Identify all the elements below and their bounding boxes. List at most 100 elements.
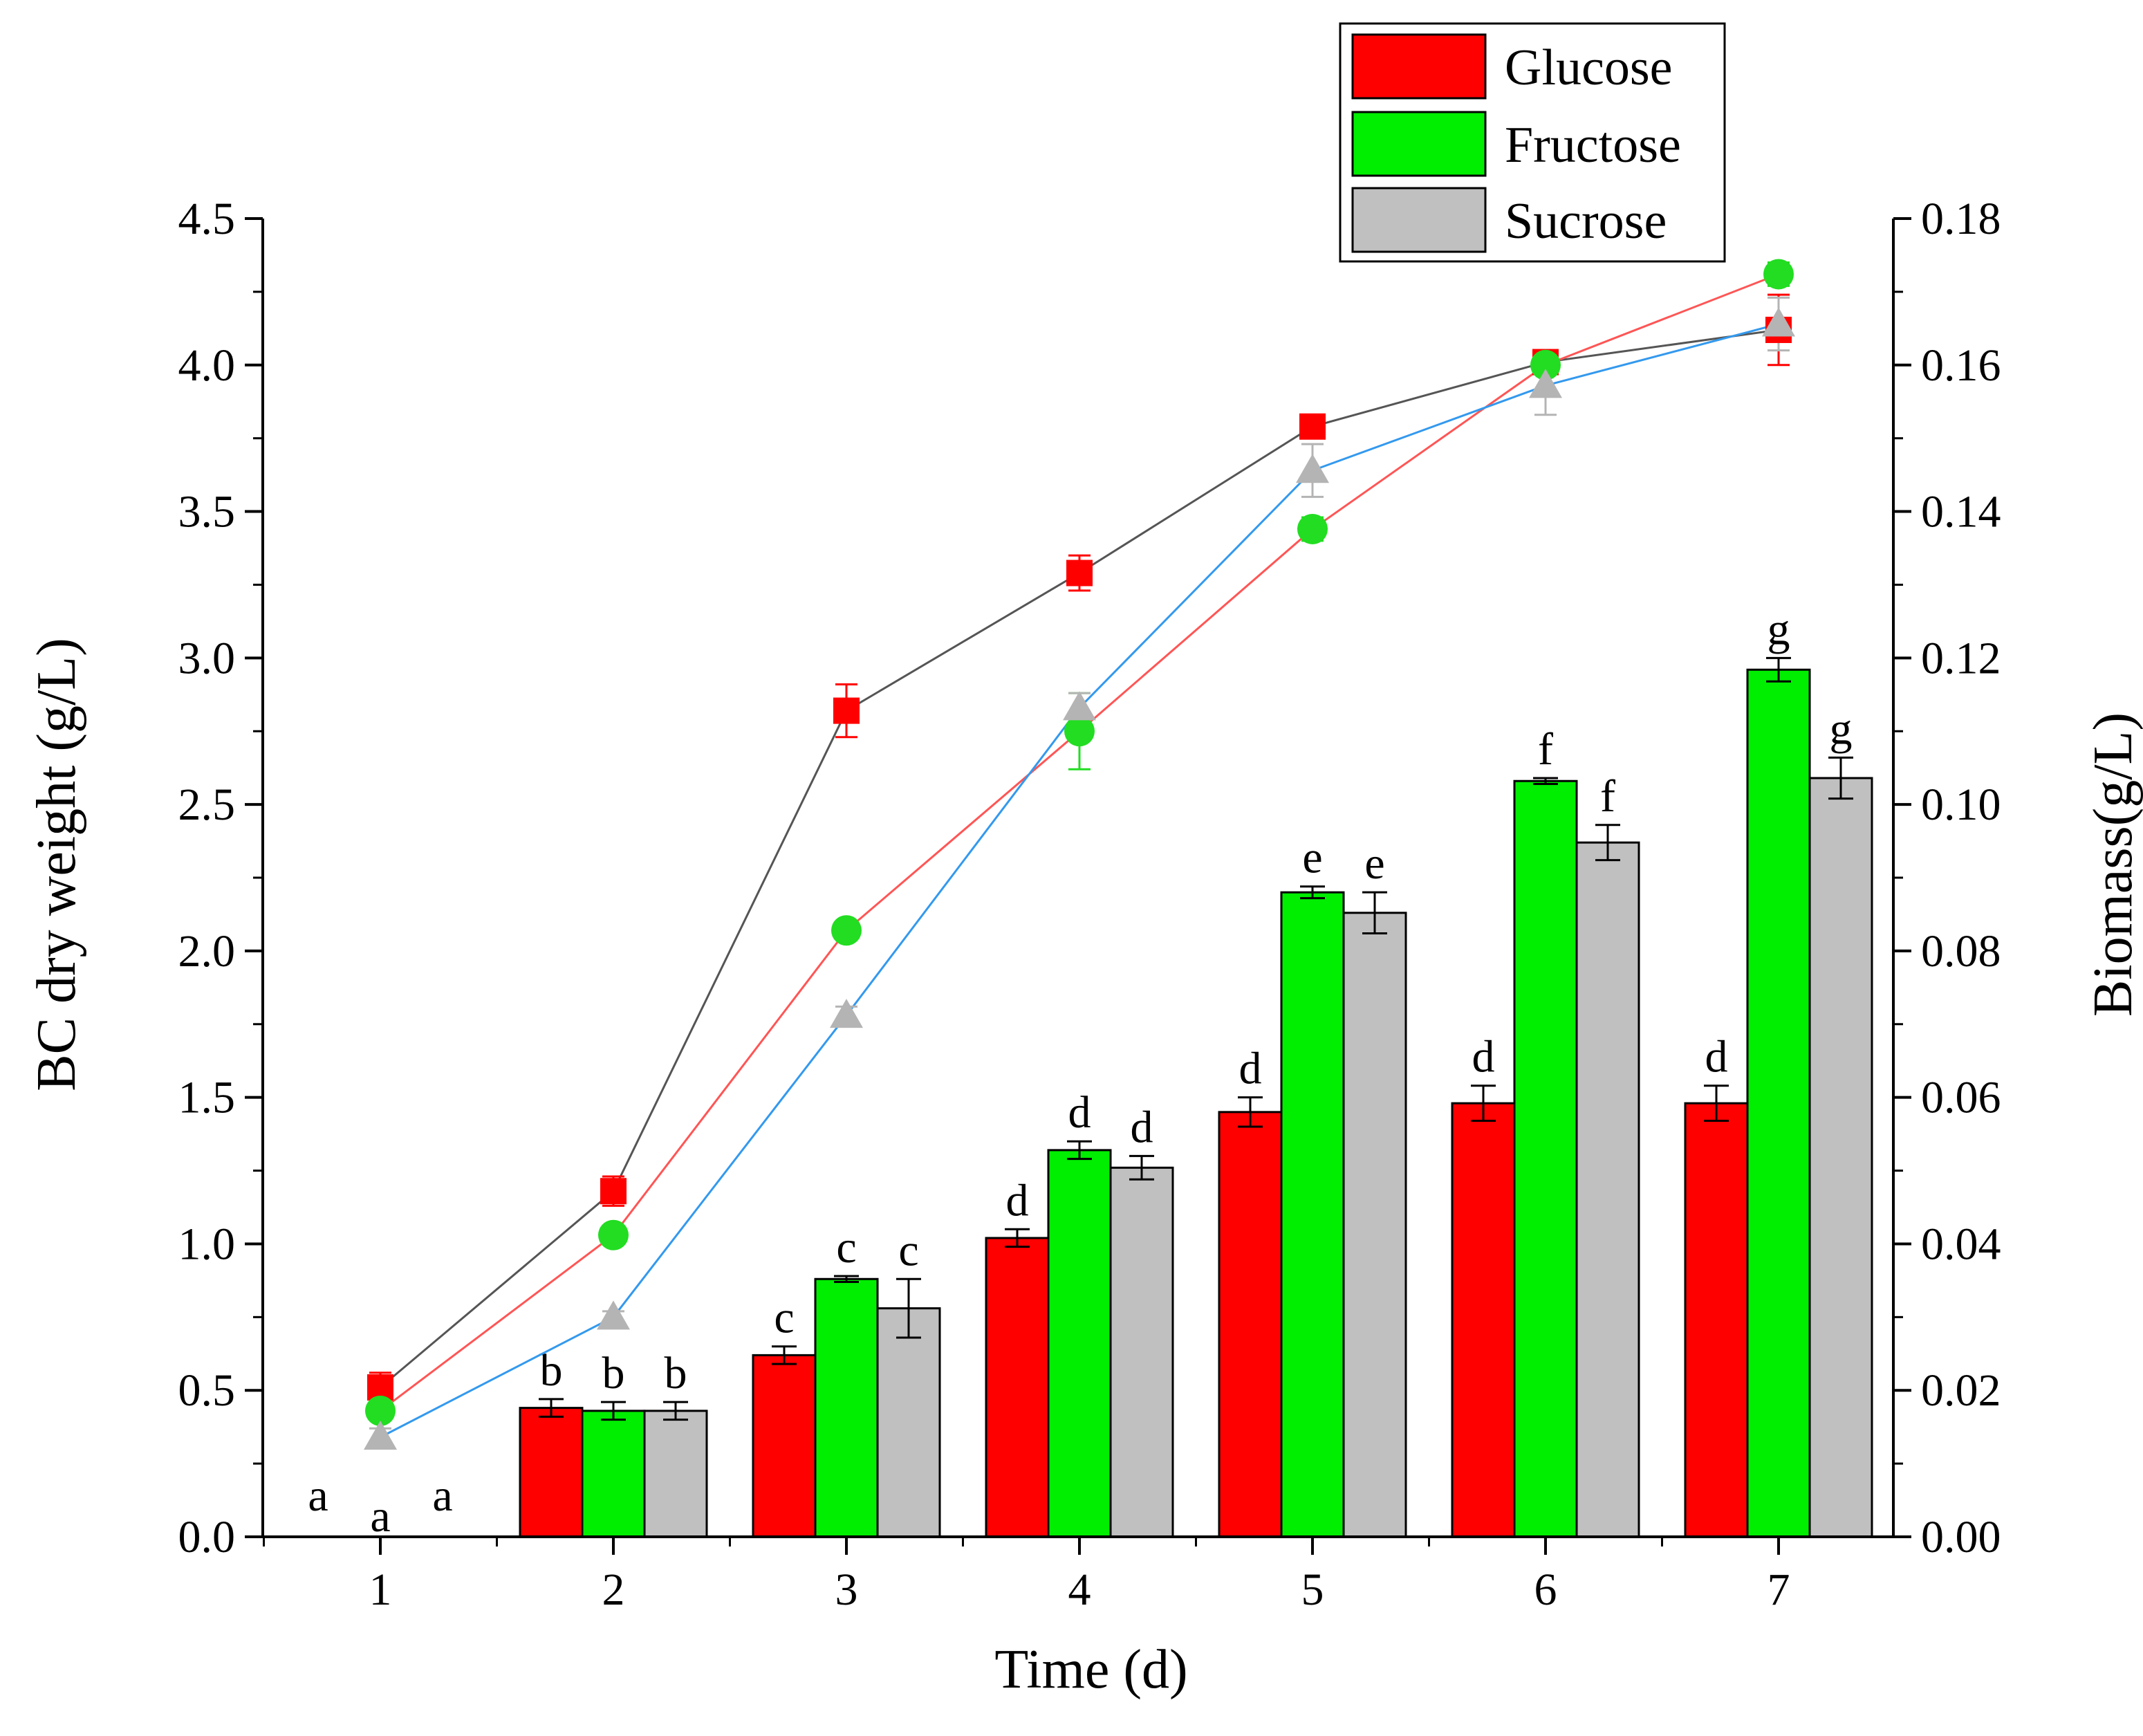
bar-glucose-day-4	[985, 1237, 1050, 1538]
bar-fructose-day-3	[814, 1277, 879, 1538]
bar-sucrose-day-7	[1808, 777, 1873, 1538]
bar-error-fructose-day-2	[601, 1401, 626, 1421]
bar-error-glucose-day-6	[1471, 1084, 1496, 1123]
significance-letter-fructose-day-4: d	[1068, 1087, 1091, 1138]
bar-fructose-day-6	[1513, 779, 1578, 1538]
y-tick-label-right-0.02: 0.02	[1921, 1365, 2001, 1416]
y-tick-label-left-0.5: 0.5	[178, 1365, 236, 1416]
bar-error-glucose-day-7	[1704, 1084, 1729, 1123]
marker-sucrose-day-3	[830, 999, 863, 1028]
x-tick-label-6: 6	[1534, 1564, 1557, 1615]
y-tick-label-right-0.08: 0.08	[1921, 926, 2001, 977]
marker-glucose-day-3	[833, 697, 860, 724]
bars-layer	[519, 656, 1873, 1538]
x-tick-label-3: 3	[835, 1564, 858, 1615]
y-tick-label-left-1.0: 1.0	[178, 1219, 236, 1269]
x-tick-label-7: 7	[1768, 1564, 1790, 1615]
bar-sucrose-day-2	[643, 1410, 708, 1538]
bar-error-fructose-day-6	[1533, 777, 1558, 785]
x-tick-label-2: 2	[602, 1564, 625, 1615]
marker-glucose-day-2	[600, 1178, 627, 1205]
y-tick-label-right-0.04: 0.04	[1921, 1219, 2001, 1269]
x-axis-title: Time (d)	[994, 1639, 1187, 1700]
bar-error-fructose-day-5	[1300, 885, 1325, 900]
significance-letter-fructose-day-1: a	[370, 1491, 390, 1542]
significance-letter-sucrose-day-1: a	[432, 1470, 452, 1521]
y-axis-title-left: BC dry weight (g/L)	[26, 638, 87, 1091]
legend-swatch-sucrose	[1351, 187, 1487, 253]
y-tick-label-right-0.18: 0.18	[1921, 194, 2001, 244]
bar-error-fructose-day-4	[1067, 1140, 1092, 1161]
bar-error-fructose-day-7	[1766, 656, 1791, 683]
bar-error-sucrose-day-7	[1828, 756, 1853, 800]
marker-sucrose-day-1	[364, 1420, 397, 1450]
bar-glucose-day-3	[752, 1354, 817, 1538]
significance-letter-fructose-day-2: b	[602, 1348, 625, 1398]
legend: Glucose Fructose Sucrose	[1339, 22, 1726, 263]
significance-letter-fructose-day-7: g	[1768, 604, 1790, 654]
significance-letter-glucose-day-5: d	[1239, 1044, 1262, 1094]
bar-sucrose-day-5	[1342, 912, 1407, 1538]
bar-sucrose-day-3	[876, 1307, 941, 1538]
bar-error-glucose-day-2	[539, 1398, 564, 1418]
y-axis-title-right: Biomass(g/L)	[2083, 712, 2143, 1017]
bar-sucrose-day-4	[1109, 1166, 1174, 1538]
markers-layer	[364, 259, 1795, 1450]
bar-glucose-day-7	[1684, 1102, 1749, 1538]
significance-letter-glucose-day-1: a	[308, 1470, 328, 1521]
significance-letter-glucose-day-7: d	[1705, 1032, 1728, 1082]
y-tick-label-right-0.00: 0.00	[1921, 1512, 2001, 1562]
bar-glucose-day-2	[519, 1407, 584, 1538]
y-tick-label-left-4.0: 4.0	[178, 340, 236, 391]
legend-swatch-fructose	[1351, 111, 1487, 177]
legend-label-glucose: Glucose	[1505, 39, 1673, 96]
y-tick-label-left-3.0: 3.0	[178, 633, 236, 683]
y-tick-label-right-0.16: 0.16	[1921, 340, 2001, 391]
legend-swatch-glucose	[1351, 33, 1487, 100]
significance-letter-sucrose-day-3: c	[898, 1225, 918, 1275]
bar-error-sucrose-day-6	[1595, 824, 1620, 862]
legend-label-fructose: Fructose	[1505, 117, 1681, 174]
y-tick-label-left-0.0: 0.0	[178, 1512, 236, 1562]
y-tick-label-left-4.5: 4.5	[178, 194, 236, 244]
x-tick-label-5: 5	[1301, 1564, 1324, 1615]
marker-fructose-day-5	[1297, 513, 1328, 544]
bar-error-glucose-day-3	[772, 1345, 797, 1365]
bar-fructose-day-2	[581, 1410, 646, 1538]
bar-glucose-day-5	[1218, 1111, 1283, 1538]
marker-sucrose-day-2	[597, 1300, 630, 1330]
marker-fructose-day-3	[831, 915, 862, 946]
y-tick-label-left-3.5: 3.5	[178, 487, 236, 537]
significance-letter-fructose-day-3: c	[836, 1222, 856, 1273]
significance-letter-fructose-day-5: e	[1302, 833, 1322, 883]
significance-letter-glucose-day-6: d	[1472, 1032, 1495, 1082]
significance-letter-glucose-day-3: c	[774, 1293, 794, 1343]
y-tick-label-left-2.0: 2.0	[178, 926, 236, 977]
bar-error-sucrose-day-5	[1362, 891, 1387, 934]
marker-fructose-day-2	[598, 1219, 629, 1250]
bar-fructose-day-7	[1746, 668, 1811, 1538]
bar-error-sucrose-day-3	[896, 1277, 921, 1339]
bar-error-sucrose-day-2	[663, 1401, 688, 1421]
marker-fructose-day-7	[1763, 259, 1794, 290]
marker-sucrose-day-6	[1529, 369, 1562, 398]
axes: 0.0 0.5 1.0 1.5 2.0 2.5 3.0 3.5 4.0 4.5 0.00 0.02 0.…	[178, 194, 2001, 1615]
significance-letter-sucrose-day-6: f	[1600, 771, 1615, 822]
bar-error-glucose-day-4	[1005, 1228, 1030, 1248]
bar-error-fructose-day-3	[834, 1275, 859, 1284]
x-tick-label-4: 4	[1068, 1564, 1091, 1615]
marker-sucrose-day-4	[1063, 691, 1096, 721]
y-tick-label-left-1.5: 1.5	[178, 1073, 236, 1123]
bar-fructose-day-5	[1280, 891, 1345, 1538]
marker-fructose-day-4	[1064, 716, 1095, 747]
bar-fructose-day-4	[1047, 1149, 1112, 1538]
marker-fructose-day-1	[365, 1395, 396, 1426]
y-tick-label-right-0.12: 0.12	[1921, 633, 2001, 683]
x-tick-label-1: 1	[369, 1564, 392, 1615]
marker-glucose-day-4	[1066, 560, 1093, 587]
significance-letter-sucrose-day-4: d	[1131, 1102, 1153, 1152]
y-tick-label-right-0.14: 0.14	[1921, 487, 2001, 537]
bar-sucrose-day-6	[1575, 841, 1640, 1538]
